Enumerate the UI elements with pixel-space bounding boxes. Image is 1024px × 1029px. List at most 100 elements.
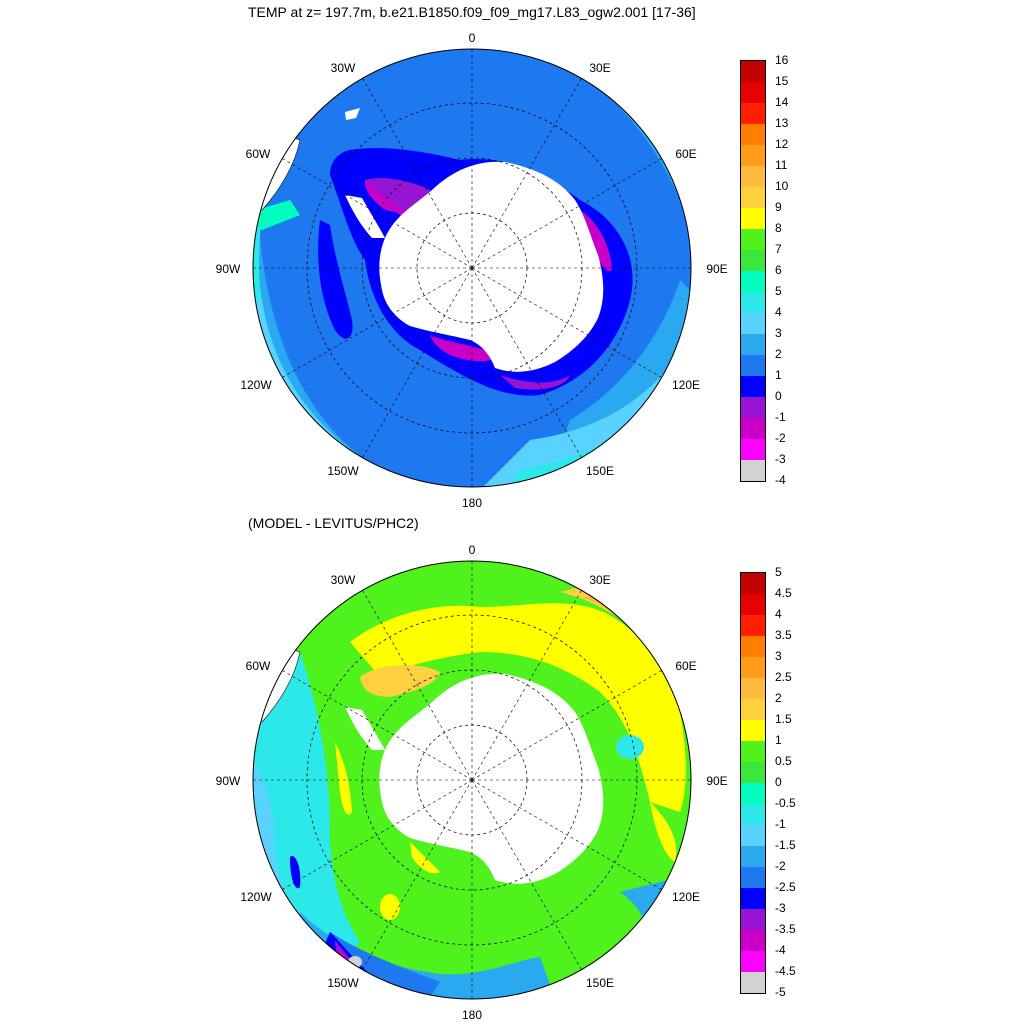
colorbar_top-tick-label: 7 bbox=[775, 242, 782, 256]
colorbar_top-swatch bbox=[741, 292, 765, 313]
colorbar_top-swatch bbox=[741, 124, 765, 145]
colorbar_bottom-tick-label: -3.5 bbox=[775, 922, 796, 936]
bottom-map-title: (MODEL - LEVITUS/PHC2) bbox=[248, 515, 419, 531]
bottom-meridians bbox=[253, 561, 691, 999]
top-label-150w: 150W bbox=[327, 464, 359, 478]
colorbar_bottom-tick-label: -2 bbox=[775, 859, 786, 873]
colorbar_top-swatch bbox=[741, 418, 765, 439]
colorbar_bottom-tick-label: 0 bbox=[775, 775, 782, 789]
bottom-label-30w: 30W bbox=[331, 573, 356, 587]
bottom-region-amundsen-cold bbox=[290, 856, 301, 889]
bottom-antarctica bbox=[379, 673, 604, 884]
colorbar_bottom-tick-label: 1.5 bbox=[775, 712, 792, 726]
colorbar_top-tick-label: 12 bbox=[775, 137, 789, 151]
top-antarctica bbox=[379, 161, 604, 372]
bottom-region-weddell-warm bbox=[360, 665, 440, 697]
colorbar_bottom-tick-label: 1 bbox=[775, 733, 782, 747]
colorbar_bottom-swatch bbox=[741, 573, 765, 594]
colorbar_top-tick-label: 1 bbox=[775, 368, 782, 382]
colorbar_bottom-swatch bbox=[741, 888, 765, 909]
bottom-region-bellingshausen-warm bbox=[335, 742, 352, 815]
bottom-label-60w: 60W bbox=[246, 659, 271, 673]
colorbar_top-swatch bbox=[741, 355, 765, 376]
bottom-map-panel: 0 30E 60E 90E 120E 150E 180 150W 120W 90… bbox=[0, 512, 1024, 1024]
top-label-60e: 60E bbox=[675, 147, 696, 161]
top-label-30e: 30E bbox=[589, 61, 610, 75]
colorbar_top-swatch bbox=[741, 376, 765, 397]
colorbar_bottom-swatch bbox=[741, 804, 765, 825]
colorbar_top-tick-label: 16 bbox=[775, 53, 789, 67]
colorbar_bottom-tick-label: 2.5 bbox=[775, 670, 792, 684]
colorbar_bottom-swatch bbox=[741, 783, 765, 804]
colorbar_top-swatch bbox=[741, 250, 765, 271]
colorbar_top-tick-label: -1 bbox=[775, 410, 786, 424]
colorbar_bottom-swatch bbox=[741, 825, 765, 846]
colorbar_top-swatch bbox=[741, 397, 765, 418]
colorbar_bottom-tick-label: -1.5 bbox=[775, 838, 796, 852]
top-region-amundsen-cold bbox=[318, 220, 353, 339]
colorbar_top-tick-label: 15 bbox=[775, 74, 789, 88]
colorbar_top-tick-label: 2 bbox=[775, 347, 782, 361]
colorbar_top-tick-label: 5 bbox=[775, 284, 782, 298]
top-colorbar bbox=[740, 60, 766, 482]
colorbar_top-swatch bbox=[741, 229, 765, 250]
bottom-label-120e: 120E bbox=[672, 890, 700, 904]
colorbar_top-swatch bbox=[741, 61, 765, 82]
top-map-title: TEMP at z= 197.7m, b.e21.B1850.f09_f09_m… bbox=[248, 4, 696, 20]
colorbar_top-tick-label: -2 bbox=[775, 431, 786, 445]
colorbar_top-tick-label: 8 bbox=[775, 221, 782, 235]
bottom-label-150e: 150E bbox=[586, 976, 614, 990]
colorbar_bottom-tick-label: 3.5 bbox=[775, 628, 792, 642]
colorbar_bottom-swatch bbox=[741, 846, 765, 867]
colorbar_bottom-swatch bbox=[741, 762, 765, 783]
bottom-label-120w: 120W bbox=[240, 890, 272, 904]
top-map-panel: 0 30E 60E 90E 120E 150E 180 150W 120W 90… bbox=[0, 0, 1024, 512]
colorbar_top-tick-label: 13 bbox=[775, 116, 789, 130]
bottom-region-se-colder bbox=[640, 912, 691, 999]
colorbar_bottom-swatch bbox=[741, 972, 765, 993]
top-map-border bbox=[252, 48, 692, 488]
colorbar_bottom-tick-label: 2 bbox=[775, 691, 782, 705]
colorbar_top-tick-label: 11 bbox=[775, 158, 788, 172]
bottom-region-kerguelen-cool bbox=[616, 735, 644, 759]
colorbar_bottom-swatch bbox=[741, 594, 765, 615]
colorbar_bottom-swatch bbox=[741, 741, 765, 762]
colorbar_top-tick-label: 6 bbox=[775, 263, 782, 277]
top-region-ross-subzero bbox=[430, 335, 495, 362]
colorbar_bottom-swatch bbox=[741, 930, 765, 951]
top-label-90e: 90E bbox=[706, 262, 727, 276]
colorbar_bottom-tick-label: -4 bbox=[775, 943, 786, 957]
colorbar_bottom-tick-label: 4 bbox=[775, 607, 782, 621]
bottom-label-90w: 90W bbox=[216, 774, 241, 788]
colorbar_bottom-swatch bbox=[741, 720, 765, 741]
colorbar_bottom-swatch bbox=[741, 951, 765, 972]
bottom-region-south-warm-spot bbox=[380, 894, 400, 920]
colorbar_top-tick-label: 0 bbox=[775, 389, 782, 403]
bottom-region-ross-warm bbox=[410, 842, 440, 874]
colorbar_top-tick-label: -4 bbox=[775, 473, 786, 487]
colorbar_bottom-swatch bbox=[741, 678, 765, 699]
colorbar_bottom-swatch bbox=[741, 909, 765, 930]
bottom-label-150w: 150W bbox=[327, 976, 359, 990]
bottom-label-180: 180 bbox=[462, 1008, 482, 1022]
colorbar_top-tick-label: 4 bbox=[775, 305, 782, 319]
bottom-antarctic-peninsula bbox=[345, 707, 385, 750]
top-label-150e: 150E bbox=[586, 464, 614, 478]
colorbar_top-tick-label: 10 bbox=[775, 179, 789, 193]
top-label-90w: 90W bbox=[216, 262, 241, 276]
colorbar_bottom-tick-label: 3 bbox=[775, 649, 782, 663]
bottom-polar-map: 0 30E 60E 90E 120E 150E 180 150W 120W 90… bbox=[216, 543, 728, 1022]
colorbar_top-swatch bbox=[741, 82, 765, 103]
top-label-0: 0 bbox=[469, 31, 476, 45]
bottom-map-border bbox=[252, 560, 692, 1000]
bottom-region-east-warm bbox=[650, 802, 677, 862]
top-region-southamerica-warm bbox=[253, 215, 262, 300]
colorbar_bottom-tick-label: -2.5 bbox=[775, 880, 796, 894]
colorbar_bottom-tick-label: -3 bbox=[775, 901, 786, 915]
colorbar_top-swatch bbox=[741, 334, 765, 355]
colorbar_top-swatch bbox=[741, 313, 765, 334]
colorbar_bottom-tick-label: -1 bbox=[775, 817, 786, 831]
top-antarctic-peninsula bbox=[345, 195, 385, 238]
top-island bbox=[345, 108, 360, 120]
colorbar_top-swatch bbox=[741, 166, 765, 187]
